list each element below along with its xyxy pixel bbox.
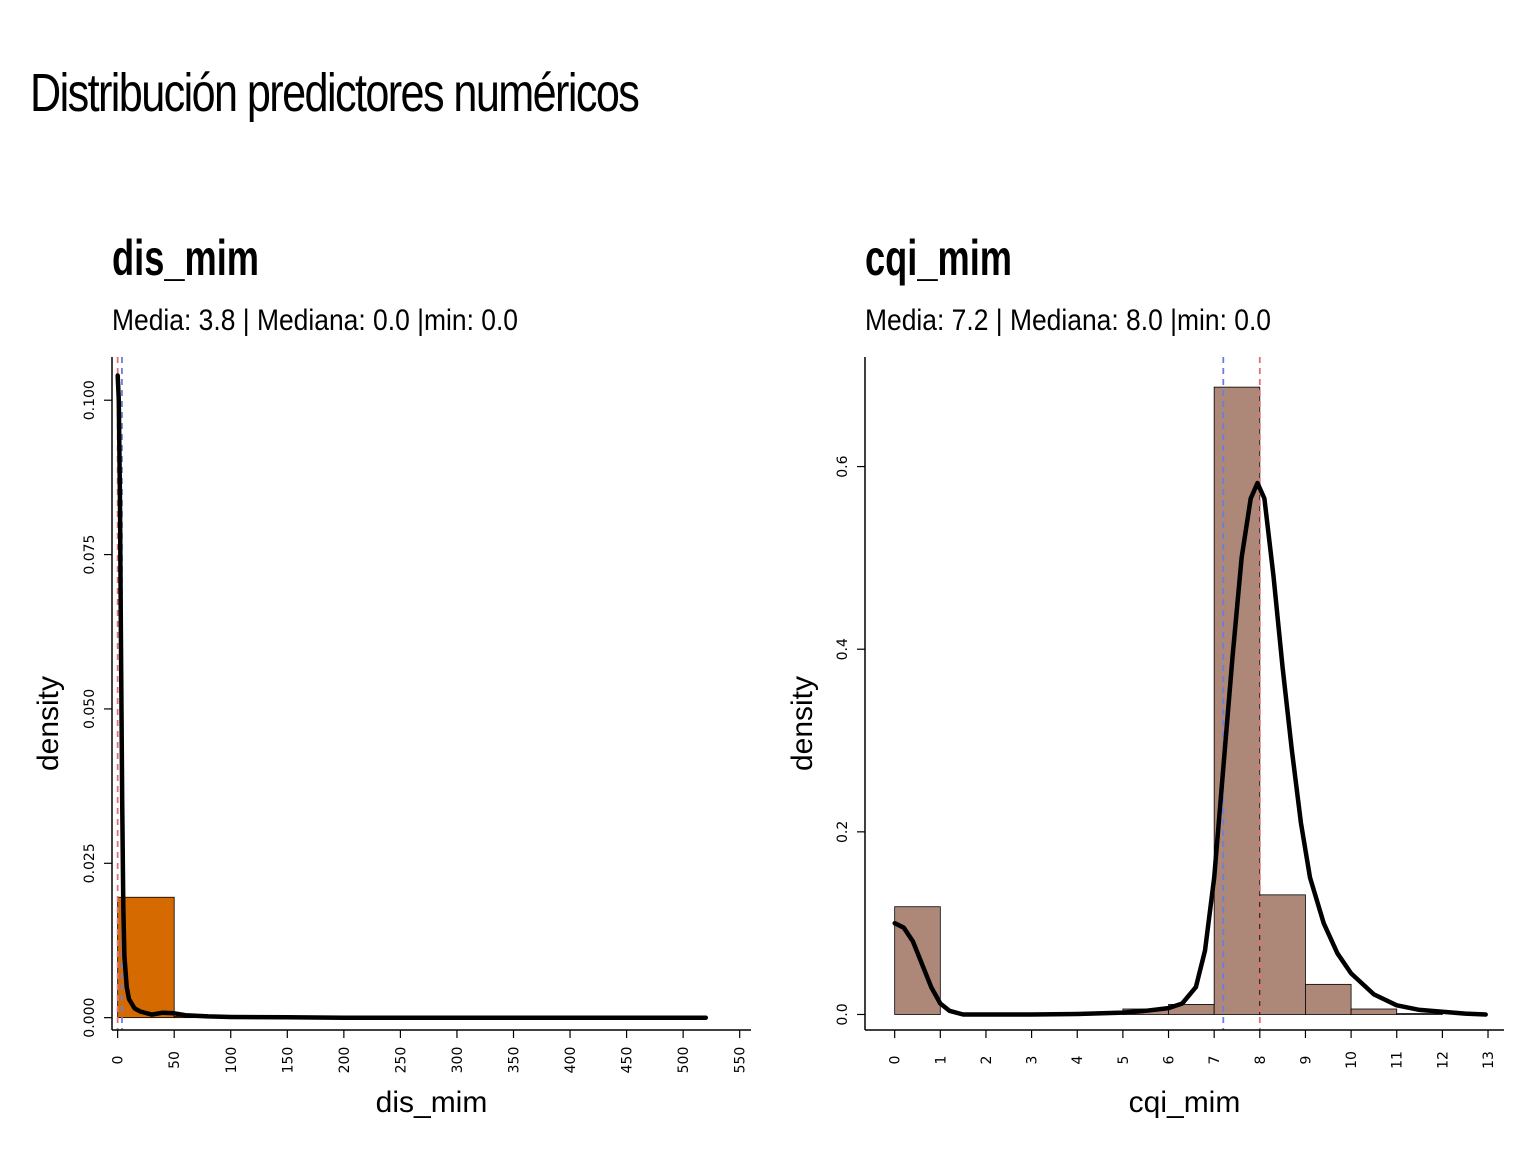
density-curve: [115, 373, 709, 1020]
x-tick-label: 3: [1025, 1056, 1041, 1065]
x-tick-label: 10: [1344, 1051, 1360, 1069]
x-tick-label: 400: [563, 1047, 579, 1074]
histogram-bar: [1259, 894, 1306, 1015]
x-tick-label: 4: [1070, 1055, 1086, 1064]
x-tick-label: 500: [676, 1047, 692, 1074]
page-title: Distribución predictores numéricos: [30, 63, 640, 123]
x-tick-label: 7: [1207, 1056, 1223, 1065]
y-tick-label: 0.075: [82, 535, 98, 575]
y-tick-label: 0.025: [82, 843, 98, 883]
y-tick-label: 0.4: [835, 638, 851, 660]
y-tick-label: 0.100: [82, 380, 98, 420]
histogram-bar: [1305, 983, 1352, 1015]
x-tick-label: 5: [1116, 1056, 1132, 1065]
x-tick-label: 13: [1481, 1051, 1497, 1069]
y-axis-label: density: [32, 676, 65, 771]
x-tick-label: 100: [224, 1047, 240, 1074]
x-axis-label: dis_mim: [376, 1086, 488, 1119]
chart-panel-1: dis_mim Media: 3.8 | Mediana: 0.0 |min: 0…: [32, 230, 751, 1119]
x-tick-label: 2: [979, 1056, 995, 1065]
chart-title: dis_mim: [112, 230, 259, 286]
x-tick-label: 9: [1298, 1056, 1314, 1065]
x-tick-label: 11: [1390, 1051, 1406, 1069]
chart-panel-2: cqi_mim Media: 7.2 | Mediana: 8.0 |min: 0…: [786, 230, 1504, 1119]
x-tick-label: 200: [337, 1047, 353, 1074]
histogram-bar: [1213, 386, 1261, 1015]
histogram-bar: [894, 906, 941, 1015]
x-tick-label: 50: [167, 1051, 183, 1069]
y-axis-label: density: [786, 676, 819, 771]
y-tick-label: 0.2: [835, 821, 851, 843]
x-axis-label: cqi_mim: [1129, 1086, 1241, 1119]
chart-subtitle: Media: 3.8 | Mediana: 0.0 |min: 0.0: [112, 304, 518, 337]
x-tick-label: 350: [506, 1047, 522, 1074]
x-tick-label: 1: [933, 1056, 949, 1065]
chart-title: cqi_mim: [865, 230, 1012, 286]
x-tick-label: 550: [733, 1047, 749, 1074]
density-curve: [892, 480, 1488, 1017]
x-tick-label: 0: [111, 1056, 127, 1065]
x-tick-label: 300: [450, 1047, 466, 1074]
x-tick-label: 0: [888, 1056, 904, 1065]
x-tick-label: 12: [1435, 1051, 1451, 1069]
y-tick-label: 0.000: [82, 998, 98, 1038]
histogram-bar: [1350, 1008, 1398, 1015]
x-tick-label: 150: [280, 1047, 296, 1074]
y-tick-label: 0.0: [835, 1003, 851, 1025]
y-tick-label: 0.6: [835, 455, 851, 477]
x-tick-label: 6: [1162, 1055, 1178, 1064]
y-tick-label: 0.050: [82, 689, 98, 729]
x-tick-label: 250: [393, 1047, 409, 1074]
chart-subtitle: Media: 7.2 | Mediana: 8.0 |min: 0.0: [865, 304, 1271, 337]
x-tick-label: 8: [1253, 1056, 1269, 1065]
x-tick-label: 450: [620, 1047, 636, 1074]
histogram-bar: [1396, 1013, 1443, 1015]
